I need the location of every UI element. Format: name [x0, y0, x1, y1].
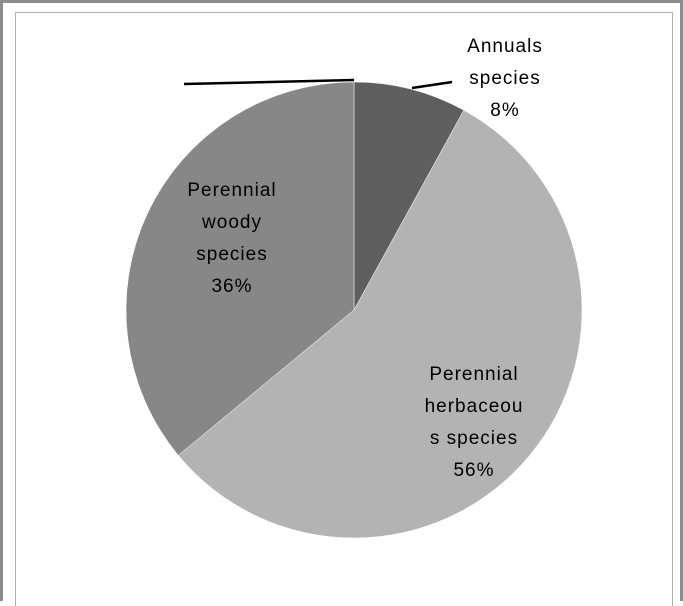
slice-label-line: species — [469, 68, 540, 89]
pie-slices — [125, 81, 583, 539]
slice-label-line: s species — [430, 428, 518, 449]
top-leader-line — [183, 78, 355, 86]
slice-label-line: woody — [201, 212, 262, 233]
slice-label-line: 36% — [211, 276, 252, 297]
slice-label-line: 56% — [453, 460, 494, 481]
pie-slice-0 — [353, 81, 465, 311]
slice-label-line: Perennial — [187, 180, 276, 201]
slice-label-line: 8% — [490, 100, 519, 121]
leader-line-annuals — [411, 80, 453, 90]
slice-label-line: herbaceou — [425, 396, 524, 417]
slice-label-1: Perennial herbaceou s species 56% — [425, 364, 524, 481]
slice-label-line: Perennial — [429, 364, 518, 385]
pie-slice-1 — [177, 109, 583, 539]
pie-slice-2 — [125, 81, 355, 456]
slice-labels: Annuals species 8% Perennial herbaceou s spec… — [187, 36, 543, 481]
leader-lines — [183, 78, 453, 90]
slice-label-line: species — [196, 244, 267, 265]
slice-label-2: Perennial woody species 36% — [187, 180, 276, 297]
slice-label-line: Annuals — [467, 36, 543, 57]
slice-label-0: Annuals species 8% — [467, 36, 543, 121]
